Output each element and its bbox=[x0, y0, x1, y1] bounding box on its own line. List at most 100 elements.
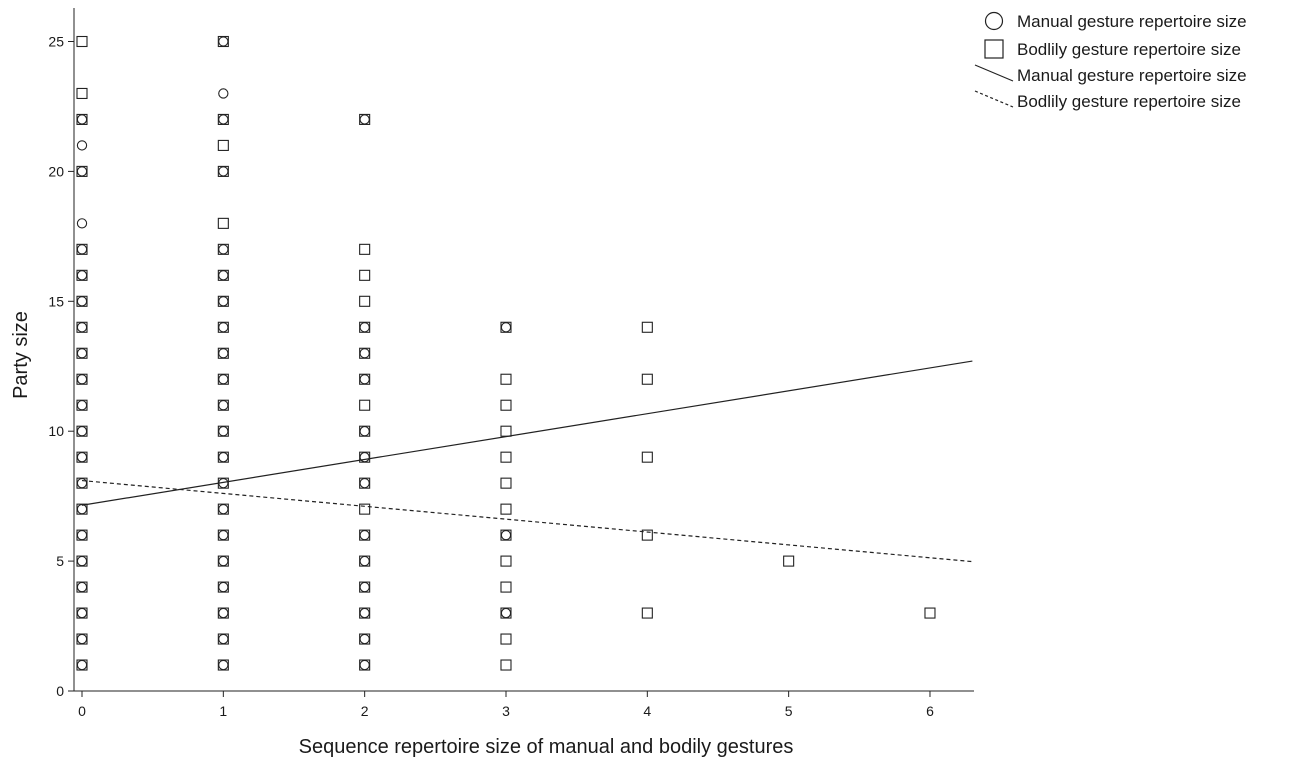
bodily-point bbox=[76, 347, 88, 359]
manual-point bbox=[218, 166, 229, 177]
legend-square-marker bbox=[984, 39, 1004, 59]
manual-point bbox=[359, 452, 370, 463]
bodily-point bbox=[359, 425, 371, 437]
bodily-point bbox=[217, 529, 229, 541]
bodily-point bbox=[76, 659, 88, 671]
bodily-point bbox=[217, 35, 229, 48]
manual-point bbox=[76, 529, 88, 541]
bodily-point bbox=[500, 399, 512, 411]
bodily-point bbox=[641, 607, 653, 619]
data-points bbox=[76, 35, 936, 671]
manual-point bbox=[218, 581, 229, 593]
manual-point bbox=[359, 426, 370, 437]
manual-point bbox=[76, 452, 88, 463]
bodily-point bbox=[217, 139, 229, 151]
bodily-point bbox=[359, 399, 371, 411]
bodily-point bbox=[783, 555, 795, 567]
x-tick-label: 6 bbox=[926, 703, 934, 719]
bodily-point bbox=[359, 347, 371, 359]
bodily-point bbox=[359, 477, 371, 489]
manual-point bbox=[76, 555, 88, 567]
bodily-point bbox=[641, 529, 653, 541]
bodily-point bbox=[500, 425, 512, 437]
manual-point bbox=[359, 478, 370, 489]
x-tick-label: 0 bbox=[78, 703, 86, 719]
manual-point bbox=[218, 659, 229, 671]
bodily-point bbox=[217, 659, 229, 671]
x-tick-label: 3 bbox=[502, 703, 510, 719]
legend: Manual gesture repertoire size Bodlily ge… bbox=[974, 11, 1247, 111]
bodily-point bbox=[76, 555, 88, 567]
bodily-point bbox=[500, 373, 512, 385]
bodily-point bbox=[359, 529, 371, 541]
bodily-point bbox=[217, 477, 229, 489]
bodily-point bbox=[217, 269, 229, 281]
manual-point bbox=[76, 270, 88, 281]
bodily-point bbox=[217, 425, 229, 437]
manual-point bbox=[76, 348, 88, 359]
manual-point bbox=[359, 322, 370, 333]
bodily-point bbox=[217, 633, 229, 645]
y-ticks: 0 5 10 15 20 25 bbox=[48, 34, 74, 699]
bodily-point bbox=[359, 243, 371, 255]
y-tick-label: 0 bbox=[56, 683, 64, 699]
y-tick-label: 10 bbox=[48, 423, 64, 439]
manual-point bbox=[218, 529, 229, 541]
manual-point bbox=[359, 529, 370, 541]
manual-point bbox=[218, 114, 229, 125]
bodily-point bbox=[500, 607, 512, 619]
manual-point bbox=[76, 218, 88, 229]
legend-solid-line bbox=[974, 64, 1014, 82]
manual-point bbox=[218, 503, 229, 515]
bodily-point bbox=[500, 451, 512, 463]
bodily-point bbox=[359, 633, 371, 645]
fit-lines bbox=[81, 360, 973, 563]
legend-dashed-line bbox=[974, 90, 1014, 108]
bodily-point bbox=[359, 607, 371, 619]
bodily-point bbox=[76, 477, 88, 489]
bodily-fit-line bbox=[81, 479, 973, 563]
manual-point bbox=[76, 140, 88, 151]
bodily-point bbox=[217, 607, 229, 619]
manual-point bbox=[359, 555, 370, 567]
manual-fit-line bbox=[81, 360, 973, 506]
manual-point bbox=[76, 296, 88, 307]
bodily-point bbox=[217, 243, 229, 255]
manual-point bbox=[218, 348, 229, 359]
manual-point bbox=[218, 322, 229, 333]
bodily-point bbox=[500, 529, 512, 541]
bodily-point bbox=[359, 581, 371, 593]
manual-point bbox=[500, 607, 512, 619]
bodily-point bbox=[500, 659, 512, 671]
manual-point bbox=[76, 633, 88, 645]
manual-point bbox=[218, 426, 229, 437]
bodily-point bbox=[359, 503, 371, 515]
bodily-point bbox=[217, 113, 229, 125]
manual-point bbox=[359, 607, 370, 619]
y-tick-label: 20 bbox=[48, 163, 64, 179]
manual-point bbox=[218, 244, 229, 255]
bodily-point bbox=[76, 425, 88, 437]
bodily-point bbox=[641, 451, 653, 463]
bodily-point bbox=[76, 607, 88, 619]
bodily-point bbox=[217, 581, 229, 593]
bodily-point bbox=[217, 165, 229, 177]
bodily-point bbox=[76, 373, 88, 385]
bodily-point bbox=[76, 295, 88, 307]
axes bbox=[73, 8, 974, 692]
legend-label: Manual gesture repertoire size bbox=[1017, 66, 1247, 85]
bodily-point bbox=[359, 659, 371, 671]
manual-point bbox=[76, 659, 88, 671]
bodily-point bbox=[76, 269, 88, 281]
bodily-point bbox=[500, 321, 512, 333]
x-tick-label: 1 bbox=[219, 703, 227, 719]
bodily-point bbox=[76, 451, 88, 463]
manual-point bbox=[359, 348, 370, 359]
bodily-point bbox=[359, 295, 371, 307]
manual-point bbox=[218, 555, 229, 567]
manual-point bbox=[76, 244, 88, 255]
bodily-point bbox=[217, 295, 229, 307]
bodily-point bbox=[217, 347, 229, 359]
manual-point bbox=[359, 114, 370, 125]
